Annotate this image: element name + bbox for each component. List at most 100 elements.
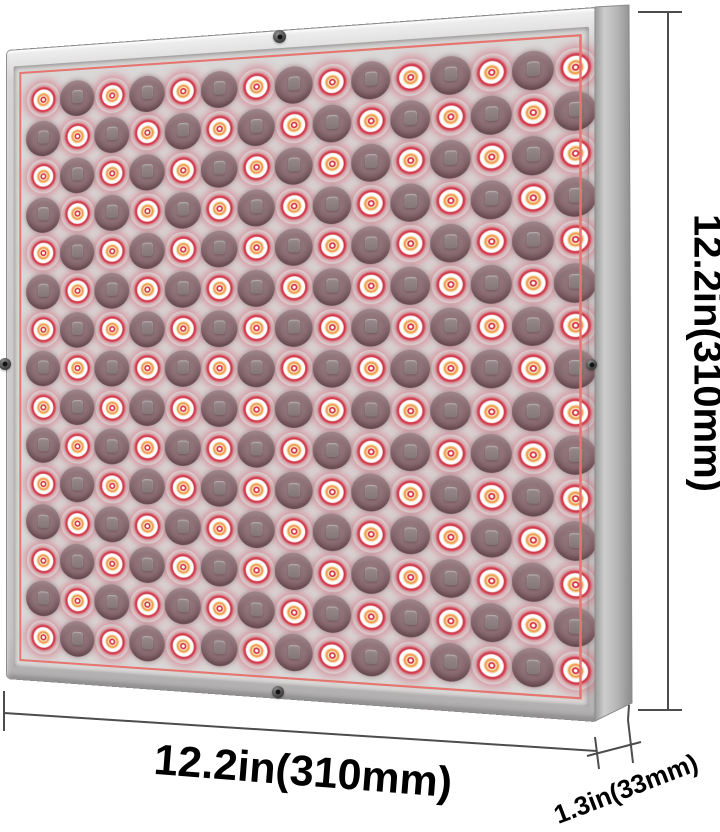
led-lit [201, 589, 237, 628]
led-chip [71, 89, 83, 104]
led-dark [312, 103, 352, 143]
led-chip [213, 160, 225, 175]
led-lit [129, 272, 165, 308]
led-lit [471, 476, 512, 516]
led-dark [390, 349, 431, 389]
led-chip [250, 441, 262, 456]
led-lit [512, 264, 554, 303]
led-chip [443, 402, 457, 417]
led-dark [430, 138, 471, 180]
led-dark [511, 220, 554, 261]
led-chip [287, 644, 300, 660]
led-dark [390, 598, 431, 639]
led-lit [26, 81, 60, 118]
led-lit [129, 507, 165, 545]
led-dark [59, 620, 95, 659]
led-lit [313, 636, 351, 675]
led-dark [274, 552, 313, 592]
led-chip [484, 445, 498, 460]
led-chip [325, 524, 338, 539]
led-lit [351, 597, 390, 637]
led-chip [287, 238, 300, 253]
led-lit [471, 222, 512, 262]
led-lit [165, 72, 201, 110]
screw-right-icon [586, 359, 597, 370]
led-chip [71, 631, 83, 646]
led-lit [201, 510, 237, 548]
led-lit [165, 627, 201, 665]
led-chip [71, 399, 83, 413]
led-lit [275, 593, 313, 632]
width-dimension-label: 12.2in(310mm) [152, 735, 454, 808]
led-chip [141, 242, 153, 257]
led-chip [177, 281, 189, 296]
led-lit [430, 517, 471, 557]
led-chip [325, 114, 338, 130]
led-chip [250, 521, 262, 536]
led-lit [94, 155, 129, 192]
depth-dim-line [586, 741, 642, 757]
led-dark [26, 503, 60, 541]
led-dark [129, 74, 165, 113]
led-chip [568, 446, 582, 462]
led-lit [275, 269, 313, 306]
led-dark [129, 624, 165, 664]
led-dark [351, 59, 391, 100]
led-dark [59, 389, 95, 426]
led-dark [470, 518, 512, 559]
led-chip [71, 322, 83, 336]
led-lit [201, 350, 237, 387]
led-lit [201, 190, 237, 228]
led-lit [129, 429, 165, 466]
led-dark [129, 232, 165, 270]
led-lit [26, 389, 60, 425]
led-lit [60, 351, 94, 386]
led-chip [177, 519, 189, 534]
led-chip [71, 244, 83, 259]
led-chip [325, 442, 338, 457]
led-dark [129, 311, 165, 348]
led-dark [470, 349, 512, 389]
led-dark [26, 119, 60, 157]
screw-top-icon [273, 30, 286, 43]
led-chip [177, 122, 189, 137]
led-chip [484, 360, 498, 376]
led-dark [59, 311, 95, 348]
led-dark [59, 466, 95, 503]
led-lit [471, 137, 512, 177]
led-dark [164, 508, 201, 547]
led-chip [213, 560, 225, 575]
led-chip [364, 71, 377, 87]
led-dark [470, 602, 512, 644]
led-dark [94, 272, 130, 309]
led-dark [237, 430, 275, 469]
led-chip [250, 360, 262, 375]
led-lit [94, 467, 129, 504]
led-dark [237, 188, 275, 227]
led-chip [37, 207, 49, 221]
led-dark [430, 391, 471, 431]
height-dimension-label: 12.2in(310mm) [685, 214, 720, 492]
panel-side-face [594, 4, 633, 722]
led-chip [71, 167, 83, 181]
led-dark [351, 225, 391, 265]
led-lit [26, 619, 60, 656]
led-dark [553, 176, 597, 218]
led-dark [274, 471, 313, 510]
led-chip [37, 437, 49, 451]
depth-dimension-label: 1.3in(33mm) [549, 747, 703, 830]
led-chip [287, 482, 300, 497]
led-chip [213, 640, 225, 655]
led-lit [275, 187, 313, 226]
led-chip [403, 110, 417, 126]
led-lit [129, 586, 165, 624]
led-chip [213, 80, 225, 96]
led-chip [141, 557, 153, 572]
led-dark [164, 270, 201, 308]
led-dark [351, 637, 391, 679]
led-dark [470, 179, 512, 220]
led-lit [512, 349, 554, 389]
led-lit [554, 650, 596, 692]
led-lit [26, 466, 60, 502]
led-chip [250, 199, 262, 214]
